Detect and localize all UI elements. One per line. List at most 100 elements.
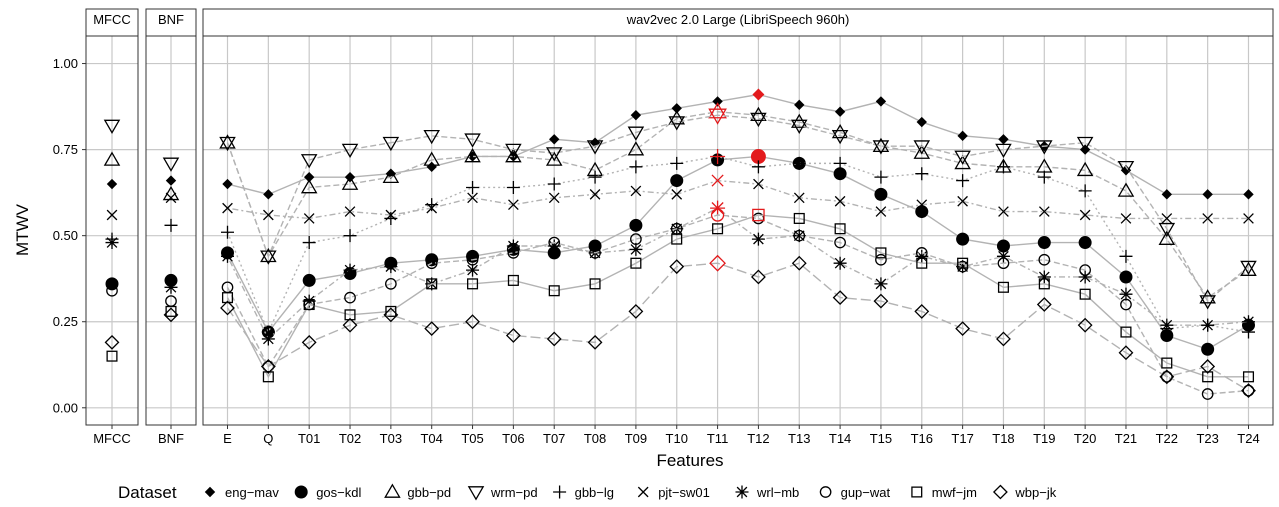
data-point bbox=[1243, 213, 1254, 224]
data-point bbox=[302, 273, 316, 287]
series-line bbox=[227, 179, 1249, 220]
panel-0: MFCC MFCC bbox=[85, 8, 139, 446]
data-point bbox=[467, 192, 478, 204]
data-point bbox=[913, 144, 931, 159]
data-point bbox=[507, 247, 520, 259]
data-point bbox=[831, 123, 849, 139]
data-point bbox=[750, 106, 767, 122]
data-point bbox=[956, 232, 970, 246]
data-point bbox=[1242, 315, 1255, 329]
data-point bbox=[1201, 318, 1215, 332]
x-tick-label: T08 bbox=[584, 431, 606, 446]
data-point bbox=[1160, 318, 1174, 332]
data-point-bnf bbox=[164, 280, 178, 294]
data-point bbox=[834, 195, 846, 207]
legend-title: Dataset bbox=[118, 483, 177, 502]
x-tick-label: T06 bbox=[502, 431, 524, 446]
legend: Dataset eng−mav gos−kdl gbb−pd wrm−pd gbb−lg… bbox=[118, 483, 1057, 502]
x-tick-label: T03 bbox=[380, 431, 402, 446]
series-line bbox=[226, 262, 1249, 392]
x-tick-label: T12 bbox=[747, 431, 769, 446]
data-point bbox=[221, 292, 234, 304]
data-point bbox=[424, 321, 440, 337]
x-axis-title: Features bbox=[656, 451, 723, 470]
data-point bbox=[341, 143, 359, 159]
series-8 bbox=[106, 208, 1255, 383]
x-tick-label: T02 bbox=[339, 431, 361, 446]
panel-strip-label: wav2vec 2.0 Large (LibriSpeech 960h) bbox=[626, 12, 850, 27]
data-point bbox=[1079, 264, 1091, 276]
x-tick-label: T22 bbox=[1156, 431, 1178, 446]
data-point bbox=[1161, 213, 1173, 224]
data-point bbox=[712, 223, 724, 235]
data-point bbox=[505, 148, 522, 163]
data-point bbox=[506, 239, 520, 253]
data-point bbox=[957, 130, 968, 142]
data-point bbox=[630, 185, 642, 197]
data-point-mfcc bbox=[103, 151, 121, 166]
series-5 bbox=[106, 174, 1254, 224]
x-tick-label: T05 bbox=[461, 431, 483, 446]
data-point bbox=[1077, 317, 1093, 333]
data-point bbox=[219, 134, 236, 149]
data-point bbox=[261, 332, 275, 346]
data-point bbox=[1241, 383, 1256, 398]
x-tick-label: T17 bbox=[951, 431, 973, 446]
data-point bbox=[222, 202, 233, 214]
series-line bbox=[226, 214, 1249, 379]
data-point bbox=[627, 141, 645, 156]
legend-key-1 bbox=[294, 485, 308, 499]
data-point bbox=[1200, 359, 1216, 374]
data-point bbox=[507, 274, 519, 286]
panel-strip bbox=[202, 8, 1274, 37]
data-point bbox=[586, 140, 604, 155]
data-point bbox=[670, 174, 684, 188]
data-point bbox=[303, 213, 315, 224]
data-point bbox=[708, 108, 727, 125]
series-line bbox=[226, 155, 1249, 351]
data-point bbox=[1161, 357, 1173, 369]
data-point bbox=[303, 171, 315, 183]
data-point bbox=[630, 257, 642, 269]
x-tick-label: T10 bbox=[666, 431, 688, 446]
x-tick-label: T23 bbox=[1196, 431, 1218, 446]
y-tick-label: 0.75 bbox=[53, 142, 78, 157]
data-point bbox=[1243, 189, 1254, 200]
data-point bbox=[589, 247, 601, 259]
data-point bbox=[344, 206, 356, 217]
data-point bbox=[1119, 249, 1133, 263]
data-point bbox=[222, 178, 233, 190]
data-point bbox=[344, 291, 356, 304]
data-point bbox=[548, 192, 560, 204]
data-point-bnf bbox=[165, 175, 177, 186]
data-point bbox=[548, 236, 561, 249]
data-point bbox=[751, 269, 766, 285]
data-point bbox=[753, 178, 764, 190]
data-point bbox=[1078, 236, 1092, 250]
data-point bbox=[629, 218, 643, 232]
data-point bbox=[383, 307, 399, 323]
data-point bbox=[1078, 184, 1092, 198]
data-point bbox=[668, 110, 686, 125]
panel-border bbox=[145, 35, 197, 426]
data-point bbox=[794, 99, 805, 111]
data-point bbox=[300, 154, 318, 169]
legend-key-2 bbox=[384, 483, 401, 498]
y-tick-label: 0.50 bbox=[53, 228, 78, 243]
data-point bbox=[957, 195, 968, 207]
legend-key-7 bbox=[819, 486, 832, 498]
data-point bbox=[220, 300, 235, 316]
y-tick-label: 1.00 bbox=[53, 56, 78, 71]
data-point bbox=[669, 259, 685, 275]
data-point-bnf bbox=[165, 192, 177, 204]
y-tick-label: 0.25 bbox=[53, 314, 78, 329]
data-point bbox=[263, 189, 274, 200]
panel-strip bbox=[85, 8, 139, 37]
data-point bbox=[913, 140, 931, 155]
data-point bbox=[915, 249, 929, 263]
legend-label: eng−mav bbox=[225, 485, 279, 500]
data-point bbox=[792, 156, 806, 170]
data-point bbox=[385, 209, 397, 221]
y-axis-title: MTWV bbox=[13, 203, 32, 256]
data-point bbox=[1079, 209, 1091, 221]
